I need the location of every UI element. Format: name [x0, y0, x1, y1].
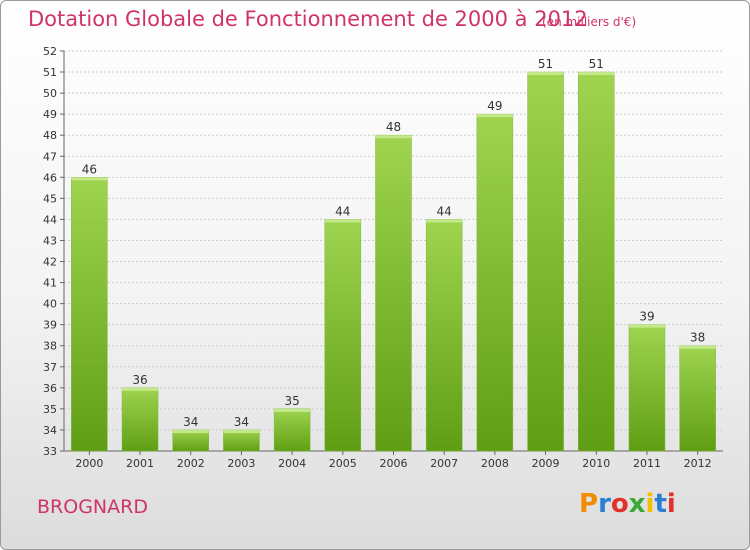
logo-letter: o — [610, 489, 629, 519]
x-tick-label: 2004 — [278, 457, 306, 470]
value-label-2007: 44 — [437, 204, 452, 218]
x-tick-label: 2011 — [633, 457, 661, 470]
y-tick-label: 42 — [43, 256, 57, 269]
value-label-2001: 36 — [132, 373, 147, 387]
value-label-2004: 35 — [284, 394, 299, 408]
chart-unit: (en milliers d'€) — [542, 15, 637, 29]
y-tick-label: 38 — [43, 340, 57, 353]
logo-letter: i — [666, 489, 676, 519]
value-label-2003: 34 — [234, 415, 249, 429]
y-tick-label: 46 — [43, 171, 57, 184]
x-tick-label: 2008 — [481, 457, 509, 470]
bar-2010 — [578, 71, 615, 452]
y-tick-label: 50 — [43, 87, 57, 100]
logo-letter: i — [645, 489, 655, 519]
x-tick-label: 2000 — [75, 457, 103, 470]
y-tick-label: 40 — [43, 298, 57, 311]
x-tick-label: 2007 — [430, 457, 458, 470]
bars — [71, 71, 716, 452]
value-label-2002: 34 — [183, 415, 198, 429]
proxiti-logo[interactable]: Proxiti — [579, 489, 676, 519]
logo-letter: x — [628, 489, 646, 519]
value-label-2008: 49 — [487, 99, 502, 113]
y-tick-label: 39 — [43, 319, 57, 332]
bar-2005 — [324, 219, 362, 452]
bar-2003 — [223, 429, 260, 452]
bar-2000 — [71, 177, 108, 452]
x-tick-label: 2002 — [177, 457, 205, 470]
y-tick-label: 36 — [43, 382, 57, 395]
chart-title: Dotation Globale de Fonctionnement de 20… — [28, 7, 588, 31]
bar-2007 — [425, 219, 463, 452]
x-tick-label: 2005 — [329, 457, 357, 470]
y-tick-label: 33 — [43, 445, 57, 458]
bar-2012 — [679, 345, 716, 452]
labels: 33 34 35 36 37 38 39 40 41 42 43 44 45 46 47 48 49 50 51 52… — [43, 45, 712, 470]
x-tick-label: 2006 — [380, 457, 408, 470]
y-tick-label: 37 — [43, 361, 57, 374]
value-label-2011: 39 — [639, 310, 654, 324]
y-tick-label: 51 — [43, 66, 57, 79]
bar-2001 — [121, 387, 159, 452]
bar-2009 — [527, 71, 564, 452]
y-tick-label: 41 — [43, 277, 57, 290]
x-tick-label: 2010 — [582, 457, 610, 470]
y-tick-label: 48 — [43, 129, 57, 142]
y-tick-label: 52 — [43, 45, 57, 58]
logo-letter: r — [598, 489, 611, 519]
y-tick-label: 34 — [43, 424, 57, 437]
x-tick-label: 2012 — [684, 457, 712, 470]
bar-2004 — [273, 408, 311, 452]
x-tick-label: 2009 — [532, 457, 560, 470]
value-label-2012: 38 — [690, 331, 705, 345]
logo-letter: t — [654, 489, 667, 519]
value-label-2005: 44 — [335, 204, 350, 218]
logo-letter: P — [579, 489, 599, 519]
y-tick-label: 45 — [43, 192, 57, 205]
y-tick-label: 43 — [43, 234, 57, 247]
y-tick-label: 35 — [43, 403, 57, 416]
y-tick-label: 47 — [43, 150, 57, 163]
value-label-2009: 51 — [538, 57, 553, 71]
bar-2011 — [628, 324, 666, 452]
town-name: BROGNARD — [37, 496, 148, 518]
value-label-2000: 46 — [82, 162, 97, 176]
bar-2008 — [476, 113, 514, 452]
bar-2002 — [172, 429, 209, 452]
y-tick-label: 44 — [43, 213, 57, 226]
x-tick-label: 2003 — [227, 457, 255, 470]
value-label-2010: 51 — [589, 57, 604, 71]
y-tick-label: 49 — [43, 108, 57, 121]
x-tick-label: 2001 — [126, 457, 154, 470]
value-label-2006: 48 — [386, 120, 401, 134]
bar-2006 — [375, 134, 412, 452]
